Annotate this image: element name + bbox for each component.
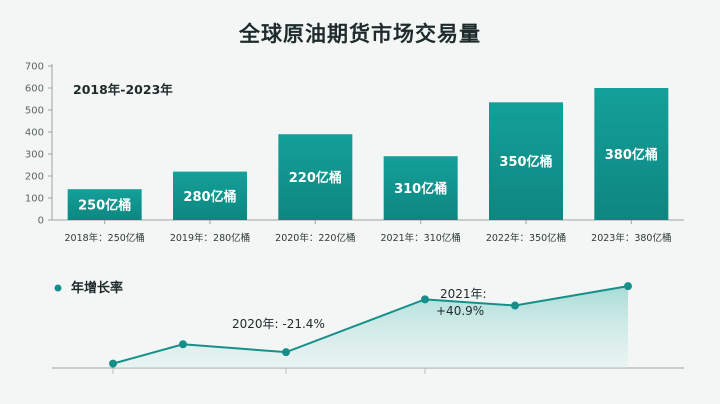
chart-title: 全球原油期货市场交易量 xyxy=(239,22,481,46)
growth-point xyxy=(624,282,632,291)
annotation-2021-year: 2021年: xyxy=(440,287,487,301)
y-tick-label: 700 xyxy=(25,62,44,73)
annotation-2020: 2020年: -21.4% xyxy=(232,317,325,331)
growth-point xyxy=(282,348,290,357)
bar-value-label: 380亿桶 xyxy=(605,147,658,163)
x-tick-label: 2022年：350亿桶 xyxy=(486,232,566,244)
bar-value-label: 220亿桶 xyxy=(289,170,342,186)
bar xyxy=(67,189,142,220)
y-tick-label: 300 xyxy=(25,150,44,161)
y-tick-label: 100 xyxy=(25,194,44,205)
growth-point xyxy=(421,295,429,304)
y-tick-label: 200 xyxy=(25,172,44,183)
bar-value-label: 280亿桶 xyxy=(183,189,236,205)
growth-area xyxy=(113,286,628,368)
bar xyxy=(383,156,458,220)
legend-marker xyxy=(54,284,62,292)
bar xyxy=(594,88,669,220)
x-tick-label: 2023年：380亿桶 xyxy=(591,232,671,244)
bar-value-label: 250亿桶 xyxy=(78,198,131,214)
x-tick-label: 2020年：220亿桶 xyxy=(275,232,355,244)
y-tick-label: 500 xyxy=(25,106,44,117)
bar-value-label: 350亿桶 xyxy=(499,154,552,170)
x-tick-label: 2019年：280亿桶 xyxy=(170,232,250,244)
x-tick-label: 2018年：250亿桶 xyxy=(65,232,145,244)
bar xyxy=(173,171,247,220)
growth-line xyxy=(112,285,629,365)
legend-label: 年增长率 xyxy=(71,280,123,296)
chart-subtitle: 2018年-2023年 xyxy=(73,82,173,97)
bar-value-label: 310亿桶 xyxy=(394,181,447,197)
growth-point xyxy=(511,301,519,310)
y-tick-label: 600 xyxy=(25,84,44,95)
x-tick-label: 2021年：310亿桶 xyxy=(381,232,461,244)
growth-point xyxy=(109,359,117,368)
growth-point xyxy=(179,340,187,349)
bar xyxy=(489,102,563,220)
annotation-2021-rate: +40.9% xyxy=(436,304,484,318)
y-tick-label: 0 xyxy=(38,216,44,227)
y-tick-label: 400 xyxy=(25,128,44,139)
bar xyxy=(278,134,353,220)
